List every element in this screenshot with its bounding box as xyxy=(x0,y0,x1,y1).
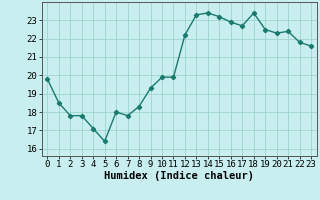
X-axis label: Humidex (Indice chaleur): Humidex (Indice chaleur) xyxy=(104,171,254,181)
